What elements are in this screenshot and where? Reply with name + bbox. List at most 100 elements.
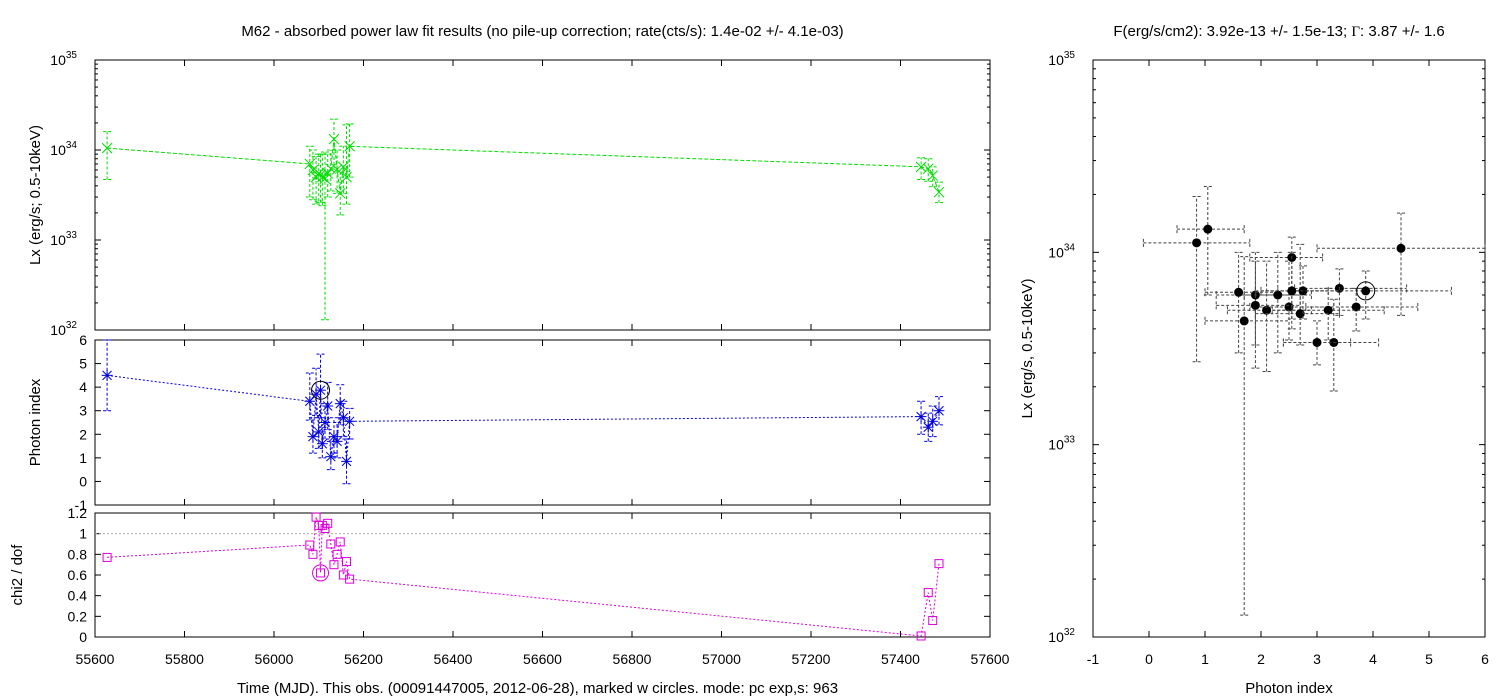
- index-time-point-7: [319, 417, 331, 428]
- lx-time-point-19-b: [933, 186, 945, 198]
- chi2-time-line: [107, 516, 940, 637]
- chi2-time-xtick-label-9: 57400: [881, 651, 920, 667]
- chi2-time-xtick-label-10: 57600: [971, 651, 1010, 667]
- chi2-time-xtick-label-2: 56000: [255, 651, 294, 667]
- lx-index-xerror-15: [1249, 253, 1324, 262]
- index-time-point-12: [334, 398, 346, 410]
- lx-time-ytick-label-3: 1035: [50, 50, 77, 68]
- index-time-ytick-label-4: 3: [79, 403, 87, 419]
- lx-index-xerror-0: [1316, 244, 1486, 253]
- index-time-point-17: [922, 421, 934, 433]
- lx-index-xtick-label-7: 6: [1481, 651, 1489, 667]
- lx-time-point-16-b: [915, 161, 927, 173]
- lx-time-errorbar-15: [345, 123, 354, 178]
- lx-index-frame: [1092, 59, 1486, 638]
- lx-index-ytick-label-3: 1035: [1048, 50, 1075, 68]
- lx-index-point-3: [1351, 302, 1361, 312]
- lx-time-point-17: [922, 163, 934, 175]
- lx-index-title-part-1: Γ: [1351, 24, 1360, 40]
- lx-time-errorbar-4: [314, 153, 323, 202]
- lx-index-point-9: [1203, 224, 1213, 234]
- chi2-time-ytick-label-4: 0.8: [68, 546, 88, 562]
- index-time-point-11: [331, 435, 343, 447]
- lx-index-yerror-10: [1251, 260, 1260, 369]
- index-time-point-15: [344, 415, 356, 427]
- lx-index-point-5: [1361, 286, 1371, 296]
- index-time-ytick-label-3: 2: [79, 426, 87, 442]
- lx-time-point-0-b: [101, 142, 113, 154]
- lx-time-ytick-label-3-mantissa: 10: [50, 52, 66, 68]
- lx-time-errorbar-16: [917, 157, 926, 181]
- chi2-time-xtick-label-4: 56400: [434, 651, 473, 667]
- index-time-ytick-label-2: 1: [79, 450, 87, 466]
- lx-time-ytick-label-0-exponent: 32: [66, 320, 78, 331]
- index-time-point-18: [927, 415, 939, 427]
- chi2-time-point-1: [305, 540, 315, 550]
- index-time-ytick-label-1: 0: [79, 473, 87, 489]
- lx-time-point-15: [344, 140, 355, 152]
- index-time-ytick-label-7: 6: [79, 332, 87, 348]
- chi2-time-point-0: [102, 552, 112, 562]
- lx-time-ytick-label-3-exponent: 35: [66, 50, 78, 61]
- lx-index-point-8: [1323, 305, 1333, 315]
- lx-index-xtick-label-1: 0: [1145, 651, 1153, 667]
- lx-index-ytick-label-2-mantissa: 10: [1048, 244, 1064, 260]
- index-time-point-5: [315, 384, 326, 396]
- chi2-time-xtick-label-7: 57000: [702, 651, 741, 667]
- chi2-time-ylabel: chi2 / dof: [9, 544, 26, 606]
- lx-time-ytick-label-2-mantissa: 10: [50, 142, 66, 158]
- chi2-time-xtick-label-0: 55600: [76, 651, 115, 667]
- lx-index-yerror-18: [1287, 251, 1296, 330]
- lx-time-errorbar-0: [103, 131, 112, 181]
- lx-time-point-16: [915, 161, 927, 173]
- lx-index-yerror-6: [1234, 251, 1243, 354]
- index-time-point-1: [304, 395, 316, 407]
- lx-time-point-10: [328, 133, 340, 145]
- lx-time-point-15-b: [344, 140, 355, 152]
- chi2-time-point-7: [320, 524, 330, 533]
- chi2-time-point-16: [916, 631, 926, 641]
- index-time-marked-circle: [311, 380, 331, 400]
- chi2-time-ytick-label-2: 0.4: [68, 588, 88, 604]
- chi2-time-ytick-label-5: 1: [79, 526, 87, 542]
- index-time-point-14: [341, 455, 352, 467]
- lx-time-errorbar-5: [316, 153, 325, 204]
- lx-time-point-7-b: [319, 173, 331, 185]
- lx-index-point-10: [1250, 300, 1260, 310]
- chi2-time-point-18: [928, 615, 938, 625]
- lx-index-xerror-3: [1305, 302, 1419, 311]
- lx-time-point-7: [319, 173, 331, 185]
- index-time-errorbar-17: [924, 412, 933, 442]
- lx-time-frame: [94, 59, 991, 331]
- lx-index-marked-circle: [1356, 281, 1376, 301]
- lx-time-errorbar-2: [308, 149, 317, 201]
- lx-time-errorbar-7: [321, 151, 330, 321]
- lx-time-ytick-label-2: 1034: [50, 140, 77, 158]
- chi2-time-xlabel: Time (MJD). This obs. (00091447005, 2012…: [237, 680, 838, 697]
- chi2-time-point-15: [345, 574, 355, 584]
- lx-index-ytick-label-1-exponent: 33: [1064, 435, 1076, 446]
- lx-time-title: M62 - absorbed power law fit results (no…: [241, 23, 843, 40]
- chi2-time-xtick-label-8: 57200: [792, 651, 831, 667]
- index-time-point-16: [915, 411, 927, 423]
- lx-time-errorbar-17: [924, 158, 933, 182]
- lx-index-xtick-label-5: 4: [1369, 651, 1377, 667]
- lx-index-xerror-14: [1142, 238, 1251, 247]
- lx-time-ytick-label-1-mantissa: 10: [50, 232, 66, 248]
- chi2-time-point-14: [341, 557, 351, 567]
- lx-index-point-13: [1295, 309, 1305, 319]
- lx-time-errorbar-3: [312, 155, 321, 205]
- lx-index-yerror-14: [1192, 196, 1201, 363]
- lx-index-point-0: [1396, 243, 1406, 253]
- lx-index-ytick-label-3-exponent: 35: [1064, 50, 1076, 61]
- lx-index-ytick-label-0-exponent: 32: [1064, 627, 1076, 638]
- index-time-point-13: [337, 412, 349, 424]
- lx-index-xtick-label-3: 2: [1257, 651, 1265, 667]
- lx-index-point-4: [1262, 305, 1272, 315]
- lx-index-yerror-0: [1397, 212, 1405, 316]
- lx-index-point-19: [1312, 337, 1322, 347]
- lx-index-xerror-17: [1243, 291, 1312, 300]
- lx-index-title: F(erg/s/cm2): 3.92e-13 +/- 1.5e-13; Γ: 3…: [1113, 23, 1444, 40]
